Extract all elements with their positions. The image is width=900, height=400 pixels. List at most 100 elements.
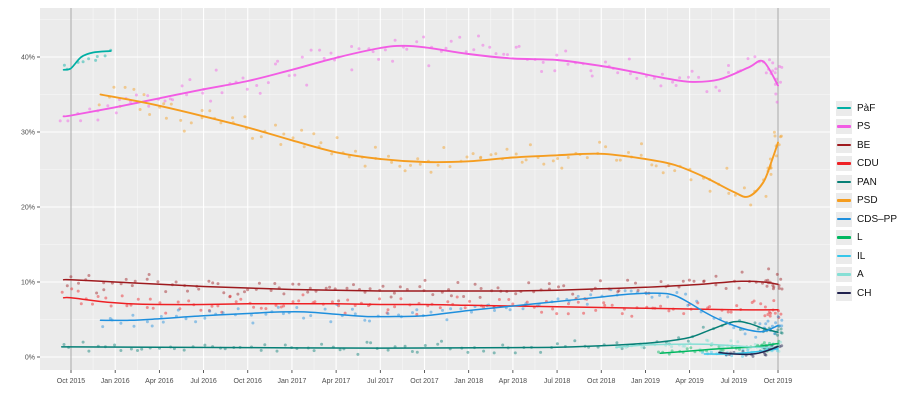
poll-dot [208,109,212,113]
poll-dot [746,348,750,352]
poll-dot [88,107,92,111]
poll-dot [125,304,129,308]
poll-dot [496,286,500,290]
poll-dot [576,294,580,298]
poll-dot [337,304,341,308]
poll-dot [721,348,725,352]
poll-dot [690,69,694,73]
poll-dot [236,292,240,296]
poll-dot [243,115,247,119]
poll-dot [603,303,607,307]
poll-dot [456,281,460,284]
legend-item-a: A [836,267,897,284]
poll-dot [448,165,452,169]
legend-item-p-f: PàF [836,100,897,117]
poll-dot [281,312,285,316]
poll-dot [101,325,105,329]
poll-dot [661,171,665,175]
poll-dot [458,35,462,39]
poll-dot [705,338,709,342]
poll-dot [87,349,91,353]
poll-dot [194,320,198,324]
poll-dot [779,277,783,281]
poll-dot [264,312,268,316]
poll-dot [640,142,643,146]
poll-dot [112,85,116,89]
poll-dot [214,68,218,72]
poll-dot [777,349,781,353]
legend-line-swatch [837,143,851,147]
series-line-be [62,278,779,292]
poll-dot [309,314,313,318]
poll-dot [123,85,127,89]
poll-dot [211,281,215,285]
x-tick-label: Jan 2018 [454,378,483,385]
poll-dot [598,140,602,144]
poll-dot [582,311,586,315]
poll-dot [671,80,675,84]
poll-dot [423,278,427,282]
poll-dot [709,350,713,354]
x-tick-label: Oct 2015 [57,378,86,385]
poll-dot [627,151,630,154]
poll-dot [551,159,555,163]
poll-dot [741,354,744,358]
poll-dot [398,285,402,289]
poll-dot [287,74,291,78]
poll-dot [409,163,412,167]
poll-dot [765,284,769,288]
legend-line-swatch [837,273,851,276]
poll-dot [659,304,663,308]
poll-dot [209,99,213,103]
poll-dot [771,283,775,287]
poll-dot [776,328,780,332]
poll-dot [620,347,624,351]
poll-dot [772,285,776,289]
poll-dot [689,346,693,350]
poll-dot [197,287,201,291]
poll-dot [629,289,633,293]
poll-dot [571,292,575,296]
poll-dot [776,315,780,319]
poll-dot [216,282,220,286]
poll-dot [350,307,354,311]
poll-dot [436,163,440,167]
poll-dot [697,75,701,79]
poll-dot [403,344,407,348]
poll-dot [513,351,517,355]
poll-dot [386,348,390,352]
poll-dot [58,119,62,123]
poll-dot [752,299,756,303]
poll-dot [95,291,99,295]
series-line-ps [62,44,779,118]
y-tick-label: 20% [21,205,35,212]
poll-dot [386,308,390,312]
poll-dot [585,302,589,306]
poll-dot [464,50,468,54]
poll-dot [136,349,139,352]
poll-dot [555,312,559,316]
legend-key-be [836,137,852,153]
poll-dot [562,284,566,288]
poll-dot [635,76,639,80]
poll-dot [147,273,151,276]
poll-dot [164,311,168,315]
poll-dot [415,308,419,312]
poll-dot [753,55,757,59]
poll-dot [383,48,387,52]
poll-dot [324,286,328,290]
poll-dot [589,293,593,297]
poll-dot [219,121,223,125]
poll-dot [337,299,341,303]
poll-dot [514,152,518,156]
poll-dot [251,136,254,140]
poll-dot [493,309,496,312]
poll-dot [179,118,183,122]
poll-dot [387,154,390,158]
poll-dot [594,308,598,312]
legend-item-be: BE [836,137,897,154]
poll-dot [263,343,267,347]
poll-dot [508,308,512,312]
legend-item-psd: PSD [836,193,897,210]
poll-dot [282,132,286,136]
